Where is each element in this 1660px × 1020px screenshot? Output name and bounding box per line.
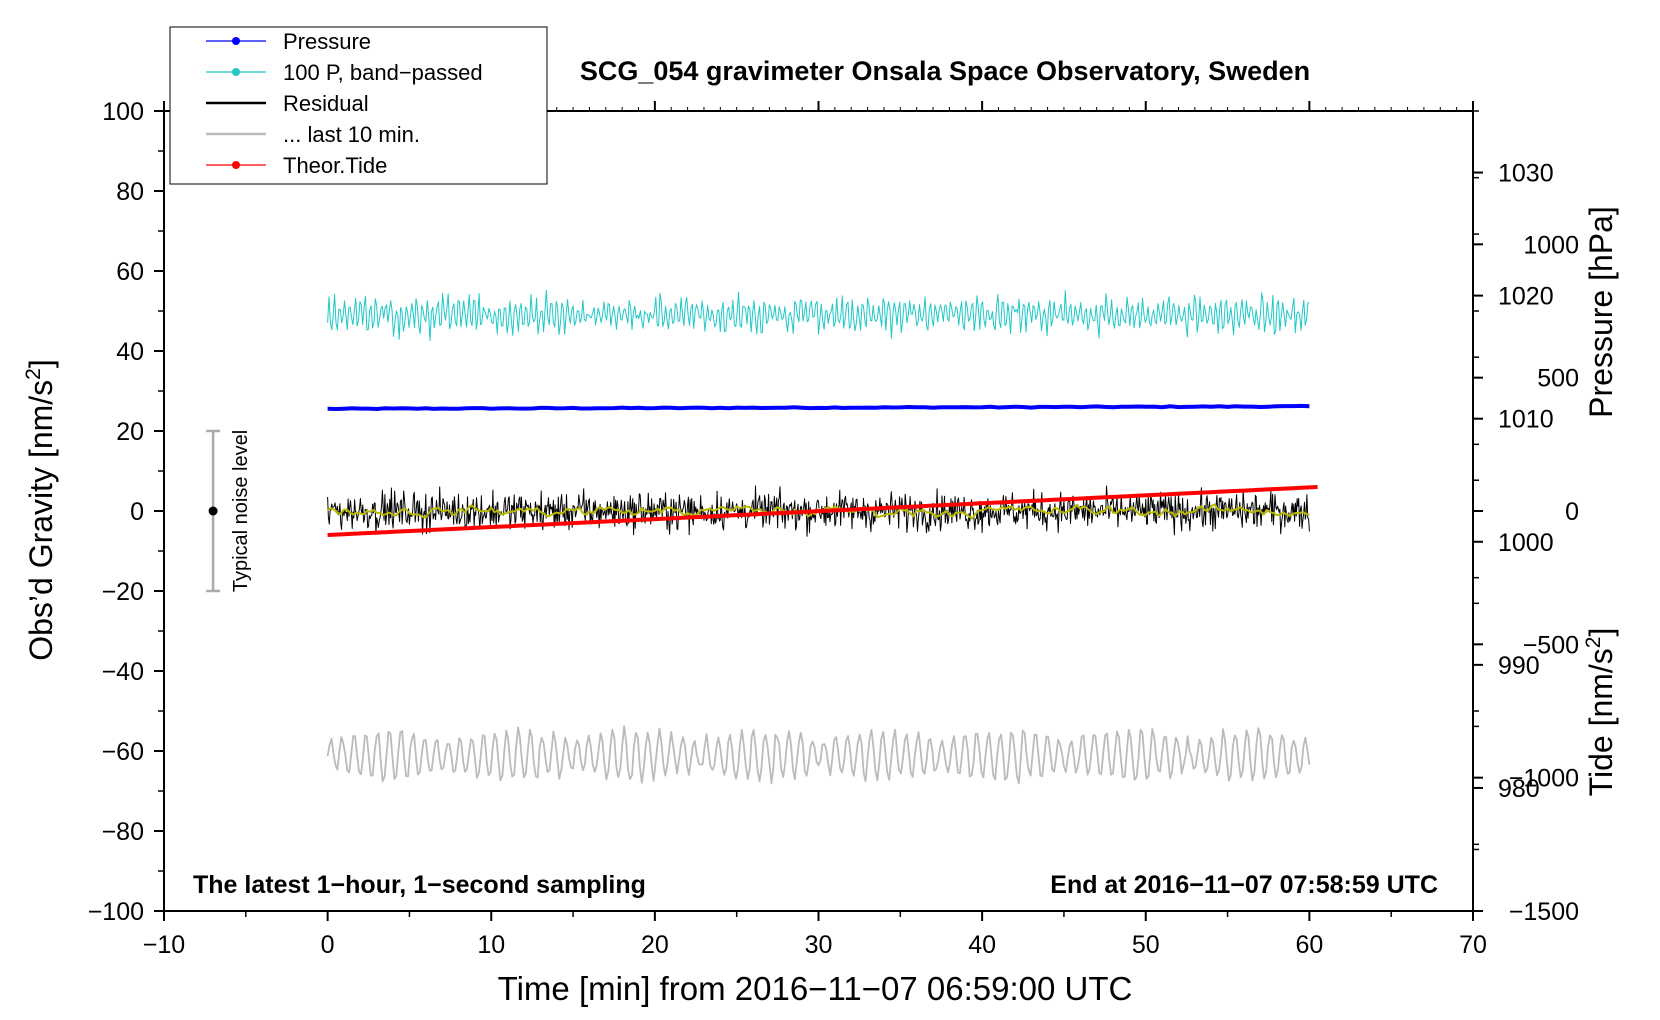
x-tick-label: 10 [477,931,505,959]
y-axis-label-left: Obs’d Gravity [nm/s2] [22,359,59,661]
y-pressure-tick-label: 1000 [1498,529,1554,557]
x-tick-label: 70 [1459,931,1487,959]
legend-pressure-label: Pressure [283,29,371,54]
y-pressure-tick-label: 1010 [1498,406,1554,434]
y-tide-tick-label: 0 [1565,498,1579,526]
x-tick-label: −10 [143,931,185,959]
x-tick-label: 30 [805,931,833,959]
series-100-p-band-passed [327,289,1310,342]
y-axis-label-pressure: Pressure [hPa] [1583,206,1619,418]
y-tide-tick-label: 1000 [1523,231,1579,259]
series-residual-smoothed [327,503,1310,520]
x-tick-label: 20 [641,931,669,959]
y-left-tick-label: −60 [102,738,144,766]
y-left-tick-label: 60 [116,258,144,286]
noise-bar-group: Typical noise level [206,429,252,593]
y-axis-label-tide-sup: 2 [1582,637,1605,649]
series-pressure [327,403,1310,411]
y-pressure-tick-label: 990 [1498,652,1540,680]
legend-theor-tide-label: Theor.Tide [283,153,387,178]
annotation-end-time: End at 2016−11−07 07:58:59 UTC [1050,871,1438,899]
axes-layer: −10 0 10 20 30 40 50 60 70−100−80−60−40−20020406… [88,98,1579,959]
y-left-tick-label: 80 [116,178,144,206]
x-tick-label: 40 [968,931,996,959]
legend-residual-label: Residual [283,91,369,116]
annotation-sampling: The latest 1−hour, 1−second sampling [193,871,646,899]
legend-pressure-marker [232,37,240,45]
legend-100-p-band-passed-label: 100 P, band−passed [283,60,483,85]
x-tick-label: 0 [321,931,335,959]
series-last-10-min [326,725,1311,785]
x-axis-label: Time [min] from 2016−11−07 06:59:00 UTC [498,970,1133,1007]
noise-bar-dot [208,506,218,516]
y-left-tick-label: 40 [116,338,144,366]
noise-bar-label: Typical noise level [230,430,252,592]
y-axis-label-tide-main: Tide [nm/s [1583,648,1619,796]
y-left-tick-label: 0 [130,498,144,526]
y-axis-label-tide-end: ] [1583,628,1619,637]
legend-box [169,26,548,185]
y-tide-tick-label: −1000 [1509,765,1579,793]
y-pressure-tick-label: 980 [1498,775,1540,803]
y-left-tick-label: −80 [102,818,144,846]
series-layer [326,289,1318,785]
y-left-tick-label: −20 [102,578,144,606]
x-tick-label: 50 [1132,931,1160,959]
y-left-tick-label: −40 [102,658,144,686]
legend-100-p-band-passed-marker [232,68,240,76]
y-tide-tick-label: −500 [1523,631,1579,659]
y-axis-label-tide: Tide [nm/s2] [1582,628,1619,797]
legend-theor-tide-marker [232,161,240,169]
legend: Pressure 100 P, band−passed Residual ... la… [169,26,548,185]
y-pressure-tick-label: 1030 [1498,160,1554,188]
y-pressure-tick-label: 1020 [1498,283,1554,311]
y-left-tick-label: 100 [102,98,144,126]
y-tide-tick-label: 500 [1537,365,1579,393]
y-left-tick-label: 20 [116,418,144,446]
y-axis-label-left-sup: 2 [22,368,45,380]
chart-title: SCG_054 gravimeter Onsala Space Observat… [580,56,1310,86]
y-tide-tick-label: −1500 [1509,898,1579,926]
legend-last-10-min-label: ... last 10 min. [283,122,420,147]
series-theor-tide [327,485,1318,537]
y-axis-label-left-end: ] [23,359,59,368]
y-axis-label-left-main: Obs’d Gravity [nm/s [23,380,59,661]
y-left-tick-label: −100 [88,898,144,926]
x-tick-label: 60 [1295,931,1323,959]
